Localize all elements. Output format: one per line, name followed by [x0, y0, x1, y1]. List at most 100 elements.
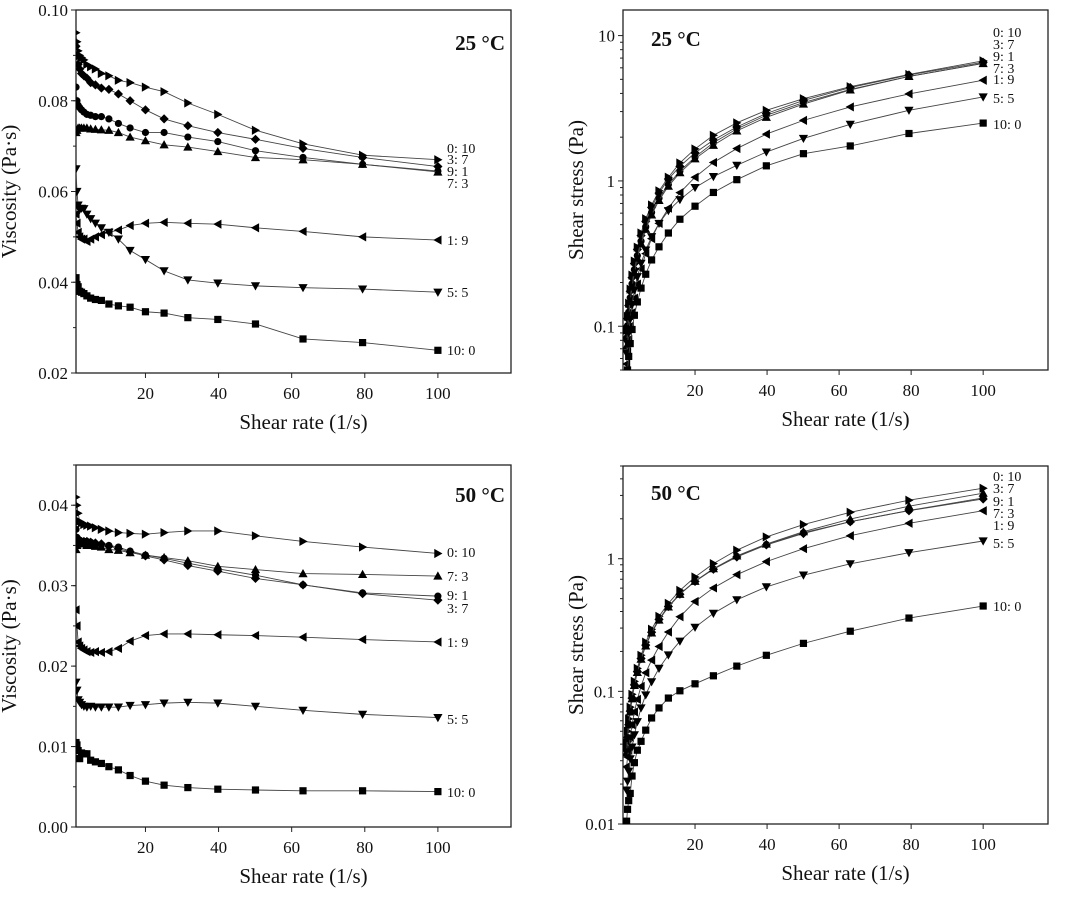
series-5-5	[76, 165, 443, 297]
triangle-up-marker	[104, 125, 114, 134]
series-label: 0: 10	[447, 546, 475, 561]
triangle-down-marker	[213, 699, 223, 708]
series-line	[626, 540, 984, 791]
diamond-marker	[113, 544, 124, 554]
triangle-right-marker	[905, 495, 914, 505]
triangle-right-marker	[97, 524, 106, 534]
square-marker	[91, 758, 100, 766]
triangle-left-marker	[76, 621, 81, 631]
triangle-down-marker	[213, 279, 223, 288]
triangle-left-marker	[90, 647, 100, 657]
series-line	[626, 498, 984, 751]
diamond-marker	[113, 89, 124, 99]
triangle-right-marker	[114, 75, 124, 85]
square-marker	[105, 300, 113, 308]
square-marker	[434, 346, 442, 354]
y-tick-label: 0.04	[38, 273, 68, 292]
square-marker	[630, 759, 638, 767]
diamond-marker	[357, 589, 368, 599]
diamond-marker	[298, 580, 308, 590]
triangle-down-marker	[140, 701, 151, 710]
triangle-down-marker	[433, 713, 443, 723]
x-axis-title: Shear rate (1/s)	[781, 861, 909, 885]
triangle-right-marker	[114, 527, 124, 538]
triangle-left-marker	[86, 647, 95, 658]
triangle-left-marker	[625, 732, 634, 742]
y-tick-label: 0.1	[594, 682, 615, 701]
triangle-left-marker	[646, 655, 656, 665]
triangle-up-marker	[646, 628, 657, 637]
square-marker	[76, 741, 81, 749]
square-marker	[691, 680, 699, 688]
triangle-right-marker	[76, 494, 81, 500]
triangle-right-marker	[91, 64, 101, 74]
triangle-down-marker	[627, 743, 637, 752]
triangle-left-marker	[845, 531, 854, 541]
triangle-right-marker	[733, 545, 742, 555]
triangle-right-marker	[214, 526, 223, 536]
triangle-right-marker	[979, 483, 988, 493]
series-label: 9: 1	[993, 495, 1014, 510]
triangle-down-marker	[632, 273, 642, 282]
x-tick-label: 40	[759, 381, 776, 400]
square-marker	[83, 292, 91, 300]
triangle-down-marker	[904, 106, 914, 115]
plot-frame	[622, 9, 1049, 371]
triangle-down-marker	[433, 288, 443, 297]
square-marker	[676, 687, 684, 695]
temperature-label: 50 °C	[455, 483, 505, 507]
square-marker	[626, 789, 634, 798]
triangle-down-marker	[845, 560, 855, 569]
triangle-up-marker	[690, 576, 700, 585]
triangle-left-marker	[250, 223, 260, 233]
square-marker	[799, 639, 808, 647]
diamond-marker	[79, 71, 89, 81]
triangle-up-marker	[298, 155, 308, 164]
y-tick-label: 0.01	[38, 738, 68, 757]
diamond-marker	[250, 134, 261, 144]
triangle-left-marker	[298, 632, 307, 642]
square-marker	[160, 781, 168, 789]
square-marker	[114, 302, 123, 310]
triangle-right-marker	[76, 509, 83, 518]
triangle-up-marker	[96, 125, 106, 134]
series-7-3	[76, 123, 443, 176]
triangle-right-marker	[105, 526, 114, 536]
square-marker	[87, 756, 95, 764]
triangle-down-marker	[250, 702, 261, 711]
x-axis-title: Shear rate (1/s)	[781, 407, 909, 431]
triangle-down-marker	[298, 706, 308, 715]
y-tick-label: 1	[607, 550, 616, 569]
diamond-marker	[125, 96, 135, 106]
diamond-marker	[104, 84, 114, 95]
square-marker	[642, 726, 650, 734]
triangle-up-marker	[632, 253, 642, 262]
series-label: 10: 0	[447, 344, 475, 359]
square-marker	[655, 243, 663, 251]
triangle-right-marker	[87, 521, 96, 531]
triangle-left-marker	[732, 570, 741, 580]
triangle-up-marker	[629, 680, 639, 689]
triangle-down-marker	[140, 255, 151, 265]
square-marker	[979, 119, 987, 127]
series-label: 9: 1	[993, 50, 1014, 65]
square-marker	[87, 294, 95, 302]
square-marker	[623, 805, 632, 813]
square-marker	[630, 311, 638, 319]
series-9-1	[623, 59, 987, 342]
y-axis-title: Viscosity (Pa·s)	[0, 125, 21, 258]
series-label: 1: 9	[447, 636, 468, 651]
triangle-right-marker	[97, 68, 106, 79]
triangle-up-marker	[636, 654, 646, 663]
circle-marker	[214, 137, 222, 146]
triangle-up-marker	[663, 181, 673, 190]
series-label: 7: 3	[447, 177, 468, 192]
triangle-down-marker	[86, 215, 96, 224]
chart-panel-1: 20 40 60 80 100 0.02 0.04 0.06 0.08 0.10 Shear rat…	[0, 1, 512, 434]
triangle-down-marker	[636, 259, 646, 268]
triangle-left-marker	[675, 188, 684, 198]
series-label: 5: 5	[447, 713, 468, 728]
y-tick-label: 0.06	[38, 183, 68, 202]
diamond-marker	[625, 286, 635, 296]
triangle-down-marker	[761, 583, 771, 592]
